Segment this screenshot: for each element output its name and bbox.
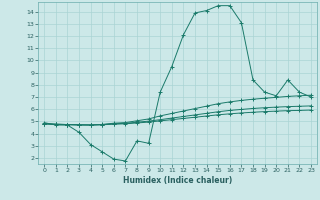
X-axis label: Humidex (Indice chaleur): Humidex (Indice chaleur) [123,176,232,185]
